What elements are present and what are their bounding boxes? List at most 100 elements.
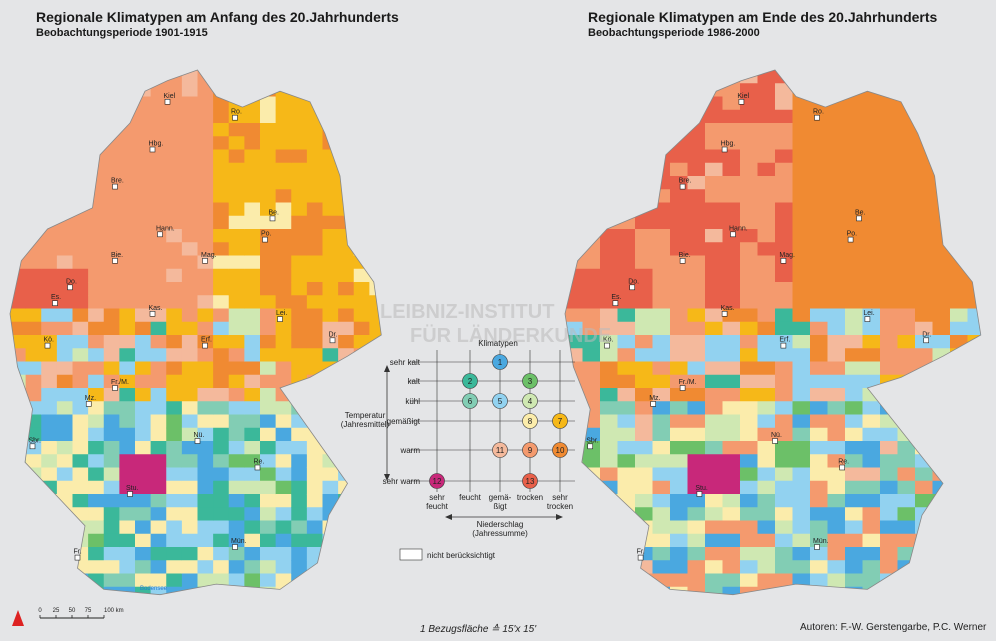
grid-cell bbox=[56, 414, 73, 429]
grid-cell bbox=[228, 123, 245, 137]
grid-cell bbox=[10, 547, 27, 561]
grid-cell bbox=[10, 401, 27, 415]
grid-cell bbox=[687, 136, 706, 150]
grid-cell bbox=[792, 560, 811, 574]
grid-cell bbox=[306, 533, 323, 548]
grid-cell bbox=[950, 189, 968, 203]
grid-cell bbox=[103, 162, 120, 177]
grid-cell bbox=[197, 520, 214, 535]
grid-cell bbox=[757, 83, 776, 97]
grid-cell bbox=[792, 136, 811, 150]
grid-cell bbox=[88, 149, 105, 164]
grid-cell bbox=[565, 96, 583, 111]
grid-cell bbox=[88, 202, 105, 217]
grid-cell bbox=[197, 361, 214, 376]
grid-cell bbox=[181, 176, 198, 190]
grid-cell bbox=[915, 308, 933, 323]
grid-cell bbox=[617, 520, 636, 535]
grid-cell bbox=[722, 520, 741, 535]
grid-cell bbox=[244, 441, 261, 455]
grid-cell bbox=[687, 427, 706, 442]
grid-cell bbox=[932, 533, 951, 548]
grid-cell bbox=[338, 335, 355, 349]
grid-cell bbox=[72, 467, 89, 482]
grid-cell bbox=[915, 282, 933, 296]
grid-cell bbox=[25, 520, 42, 535]
grid-cell bbox=[213, 136, 230, 150]
grid-cell bbox=[915, 547, 933, 561]
city-label: Stu. bbox=[695, 485, 708, 492]
grid-cell bbox=[845, 348, 863, 362]
grid-cell bbox=[135, 441, 152, 455]
grid-cell bbox=[670, 467, 688, 482]
grid-cell bbox=[150, 573, 167, 588]
grid-cell bbox=[260, 454, 277, 468]
grid-cell bbox=[600, 96, 618, 111]
grid-cell bbox=[275, 242, 292, 256]
grid-cell bbox=[322, 507, 339, 521]
grid-cell bbox=[862, 109, 881, 124]
city-label: Mz. bbox=[649, 395, 660, 402]
grid-cell bbox=[652, 374, 671, 389]
grid-cell bbox=[56, 467, 73, 482]
grid-cell bbox=[775, 268, 793, 283]
grid-cell bbox=[260, 242, 277, 256]
grid-cell bbox=[197, 176, 214, 190]
grid-cell bbox=[275, 467, 292, 482]
grid-cell bbox=[275, 520, 292, 535]
grid-cell bbox=[950, 427, 968, 442]
grid-cell bbox=[244, 388, 261, 402]
grid-cell bbox=[197, 229, 214, 243]
grid-cell bbox=[582, 321, 601, 336]
grid-cell bbox=[932, 560, 951, 574]
city-label: Bre. bbox=[679, 178, 692, 185]
grid-cell bbox=[950, 414, 968, 429]
grid-cell bbox=[617, 176, 636, 190]
grid-cell bbox=[757, 268, 776, 283]
grid-cell bbox=[915, 467, 933, 482]
grid-cell bbox=[88, 308, 105, 323]
grid-cell bbox=[740, 454, 758, 468]
grid-cell bbox=[862, 441, 881, 455]
city-label: Be. bbox=[269, 209, 280, 216]
grid-cell bbox=[369, 162, 382, 177]
grid-cell bbox=[687, 586, 706, 595]
grid-cell bbox=[291, 507, 308, 521]
grid-cell bbox=[757, 361, 776, 376]
grid-cell bbox=[705, 533, 723, 548]
grid-cell bbox=[827, 162, 846, 177]
city-label: Do. bbox=[66, 278, 77, 285]
grid-cell bbox=[915, 573, 933, 588]
grid-cell bbox=[687, 308, 706, 323]
grid-cell bbox=[845, 308, 863, 323]
grid-cell bbox=[10, 96, 27, 111]
grid-cell bbox=[600, 123, 618, 137]
grid-cell bbox=[275, 335, 292, 349]
grid-cell bbox=[72, 560, 89, 574]
map-title: Regionale Klimatypen am Ende des 20.Jahr… bbox=[588, 9, 938, 25]
grid-cell bbox=[103, 573, 120, 588]
grid-cell bbox=[166, 109, 183, 124]
grid-cell bbox=[950, 242, 968, 256]
grid-cell bbox=[845, 282, 863, 296]
city-label: Kas. bbox=[721, 305, 735, 312]
grid-cell bbox=[932, 242, 951, 256]
grid-cell bbox=[932, 255, 951, 270]
grid-cell bbox=[810, 149, 828, 164]
city-marker bbox=[329, 337, 336, 344]
grid-cell bbox=[705, 427, 723, 442]
grid-cell bbox=[950, 282, 968, 296]
grid-cell bbox=[181, 494, 198, 508]
grid-cell bbox=[150, 176, 167, 190]
grid-cell bbox=[306, 467, 323, 482]
grid-cell bbox=[150, 96, 167, 111]
grid-cell bbox=[369, 533, 382, 548]
grid-cell bbox=[197, 547, 214, 561]
grid-cell bbox=[228, 467, 245, 482]
grid-cell bbox=[88, 162, 105, 177]
grid-cell bbox=[103, 467, 120, 482]
grid-cell bbox=[617, 388, 636, 402]
grid-cell bbox=[260, 83, 277, 97]
grid-cell bbox=[322, 268, 339, 283]
grid-cell bbox=[197, 348, 214, 362]
